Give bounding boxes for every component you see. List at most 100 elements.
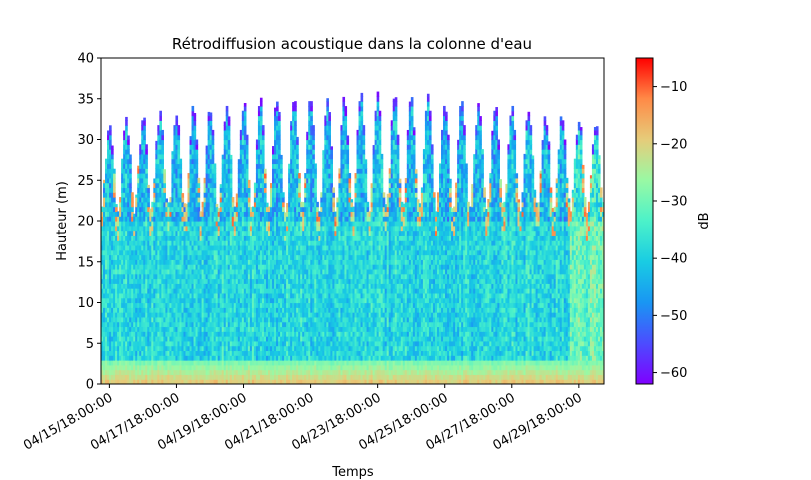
heatmap-cell	[145, 173, 148, 179]
heatmap-cell	[157, 316, 160, 323]
heatmap-cell	[261, 158, 265, 165]
heatmap-cell	[191, 240, 195, 246]
heatmap-cell	[157, 355, 160, 361]
heatmap-cell	[157, 129, 160, 136]
heatmap-cell	[145, 225, 148, 232]
heatmap-cell	[165, 316, 168, 323]
heatmap-cell	[105, 278, 108, 284]
heatmap-cell	[189, 345, 193, 352]
heatmap-cell	[155, 240, 158, 246]
heatmap-cell	[103, 364, 106, 371]
heatmap-cell	[119, 297, 122, 304]
heatmap-cell	[137, 312, 140, 318]
heatmap-cell	[109, 240, 112, 246]
heatmap-cell	[141, 187, 144, 193]
heatmap-cell	[189, 350, 193, 356]
heatmap-cell	[177, 316, 181, 323]
heatmap-cell	[141, 302, 144, 308]
heatmap-cell	[195, 355, 199, 361]
heatmap-cell	[107, 345, 110, 352]
heatmap-cell	[296, 149, 299, 155]
heatmap-cell	[169, 312, 173, 318]
heatmap-cell	[167, 297, 171, 304]
heatmap-cell	[263, 182, 267, 189]
heatmap-cell	[103, 216, 106, 222]
heatmap-cell	[211, 158, 215, 165]
heatmap-cell	[151, 307, 154, 313]
heatmap-cell	[161, 292, 164, 299]
heatmap-cell	[171, 321, 175, 328]
heatmap-cell	[185, 316, 189, 323]
heatmap-cell	[137, 379, 140, 384]
heatmap-cell	[163, 216, 166, 222]
heatmap-cell	[189, 283, 193, 289]
heatmap-cell	[296, 144, 299, 150]
heatmap-cell	[189, 168, 193, 174]
heatmap-cell	[125, 244, 128, 251]
heatmap-cell	[197, 177, 201, 184]
heatmap-cell	[103, 369, 106, 376]
heatmap-cell	[131, 360, 134, 366]
heatmap-cell	[115, 364, 118, 371]
heatmap-cell	[167, 321, 171, 328]
heatmap-cell	[193, 158, 197, 165]
heatmap-cell	[179, 206, 183, 213]
heatmap-cell	[103, 211, 106, 217]
heatmap-cell	[133, 259, 136, 265]
heatmap-cell	[171, 312, 175, 318]
heatmap-cell	[185, 203, 189, 208]
heatmap-cell	[165, 374, 168, 380]
heatmap-cell	[123, 182, 126, 189]
heatmap-cell	[137, 302, 140, 308]
heatmap-cell	[111, 336, 114, 342]
heatmap-cell	[227, 134, 231, 141]
heatmap-cell	[135, 211, 138, 217]
heatmap-cell	[183, 326, 187, 332]
heatmap-cell	[161, 355, 164, 361]
heatmap-cell	[137, 369, 140, 376]
heatmap-cell	[175, 345, 179, 352]
heatmap-cell	[177, 216, 181, 222]
heatmap-cell	[157, 153, 160, 160]
heatmap-cell	[261, 139, 265, 145]
heatmap-cell	[107, 149, 110, 155]
heatmap-cell	[231, 197, 235, 203]
heatmap-cell	[121, 283, 124, 289]
heatmap-cell	[171, 288, 175, 294]
heatmap-cell	[143, 249, 146, 256]
heatmap-cell	[127, 345, 130, 352]
heatmap-cell	[185, 249, 189, 256]
heatmap-cell	[153, 254, 156, 260]
heatmap-cell	[179, 221, 183, 227]
heatmap-cell	[171, 240, 175, 246]
heatmap-cell	[121, 249, 124, 256]
heatmap-cell	[121, 240, 124, 246]
heatmap-cell	[193, 297, 197, 304]
heatmap-cell	[175, 326, 179, 332]
heatmap-cell	[179, 201, 183, 208]
heatmap-cell	[121, 302, 124, 308]
heatmap-cell	[125, 221, 128, 227]
heatmap-cell	[101, 355, 104, 361]
heatmap-cell	[141, 168, 144, 174]
heatmap-cell	[115, 369, 118, 376]
heatmap-cell	[147, 336, 150, 342]
heatmap-cell	[131, 264, 134, 270]
heatmap-cell	[153, 264, 156, 270]
heatmap-cell	[169, 340, 173, 347]
heatmap-cell	[125, 336, 128, 342]
heatmap-cell	[117, 249, 120, 256]
heatmap-cell	[115, 355, 118, 361]
heatmap-cell	[181, 379, 185, 384]
heatmap-cell	[117, 225, 120, 232]
heatmap-cell	[115, 316, 118, 323]
heatmap-cell	[105, 187, 108, 193]
heatmap-cell	[181, 273, 185, 280]
heatmap-cell	[179, 273, 183, 280]
heatmap-cell	[137, 197, 140, 203]
heatmap-cell	[276, 101, 279, 107]
heatmap-cell	[149, 355, 152, 361]
heatmap-cell	[109, 331, 112, 337]
heatmap-cell	[157, 173, 160, 179]
heatmap-cell	[167, 364, 171, 371]
